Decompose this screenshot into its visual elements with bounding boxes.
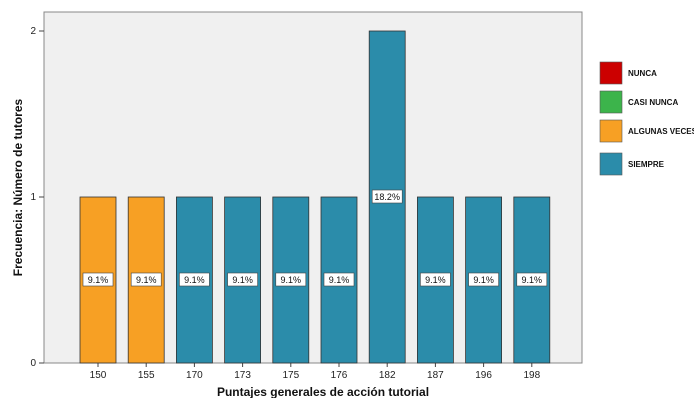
data-label: 9.1%: [473, 275, 494, 285]
y-tick-label: 0: [30, 358, 36, 369]
data-label: 18.2%: [374, 192, 400, 202]
legend-label: ALGUNAS VECES: [628, 127, 694, 136]
x-tick-label: 175: [282, 370, 299, 381]
y-tick-label: 1: [30, 192, 36, 203]
data-label-box: [371, 189, 403, 204]
data-label-box: [227, 272, 258, 287]
x-tick-label: 182: [379, 370, 396, 381]
data-label: 9.1%: [136, 275, 157, 285]
x-axis: 150 155 170 173 175 176 182 187 196 198: [90, 363, 541, 381]
y-tick-label: 2: [30, 26, 36, 37]
legend-label: CASI NUNCA: [628, 98, 678, 107]
y-axis: 0 1 2: [30, 26, 44, 369]
x-tick-label: 187: [427, 370, 444, 381]
x-axis-title: Puntajes generales de acción tutorial: [217, 385, 429, 398]
legend-swatch: [599, 152, 623, 176]
x-tick-label: 173: [234, 370, 251, 381]
x-tick-label: 150: [90, 370, 107, 381]
legend-label: NUNCA: [628, 69, 657, 78]
x-tick-label: 198: [523, 370, 540, 381]
x-tick-label: 170: [186, 370, 203, 381]
legend-swatch: [599, 61, 623, 85]
x-tick-label: 155: [138, 370, 155, 381]
data-label-box: [323, 272, 355, 287]
data-label-box: [130, 272, 162, 287]
x-tick-label: 196: [475, 370, 492, 381]
data-label: 9.1%: [184, 275, 205, 285]
data-label: 9.1%: [522, 275, 543, 285]
data-label-box: [420, 272, 451, 287]
data-label-box: [82, 272, 114, 287]
legend-swatch: [599, 90, 623, 114]
bars: 9.1% 9.1% 9.1% 9.1% 9.1% 9.1% 18.2% 9.1% 9.1% 9.1…: [79, 30, 551, 364]
data-label: 9.1%: [329, 275, 350, 285]
data-label: 9.1%: [88, 275, 109, 285]
legend: NUNCA CASI NUNCA ALGUNAS VECES SIEMPRE: [599, 61, 694, 176]
data-label: 9.1%: [232, 275, 253, 285]
data-label-box: [516, 272, 548, 287]
y-axis-title: Frecuencia: Número de tutores: [11, 98, 25, 276]
legend-swatch: [599, 119, 623, 143]
x-tick-label: 176: [331, 370, 348, 381]
data-label-box: [468, 272, 499, 287]
data-label: 9.1%: [281, 275, 302, 285]
legend-label: SIEMPRE: [628, 160, 665, 169]
data-label-box: [275, 272, 307, 287]
data-label-box: [179, 272, 210, 287]
data-label: 9.1%: [425, 275, 446, 285]
